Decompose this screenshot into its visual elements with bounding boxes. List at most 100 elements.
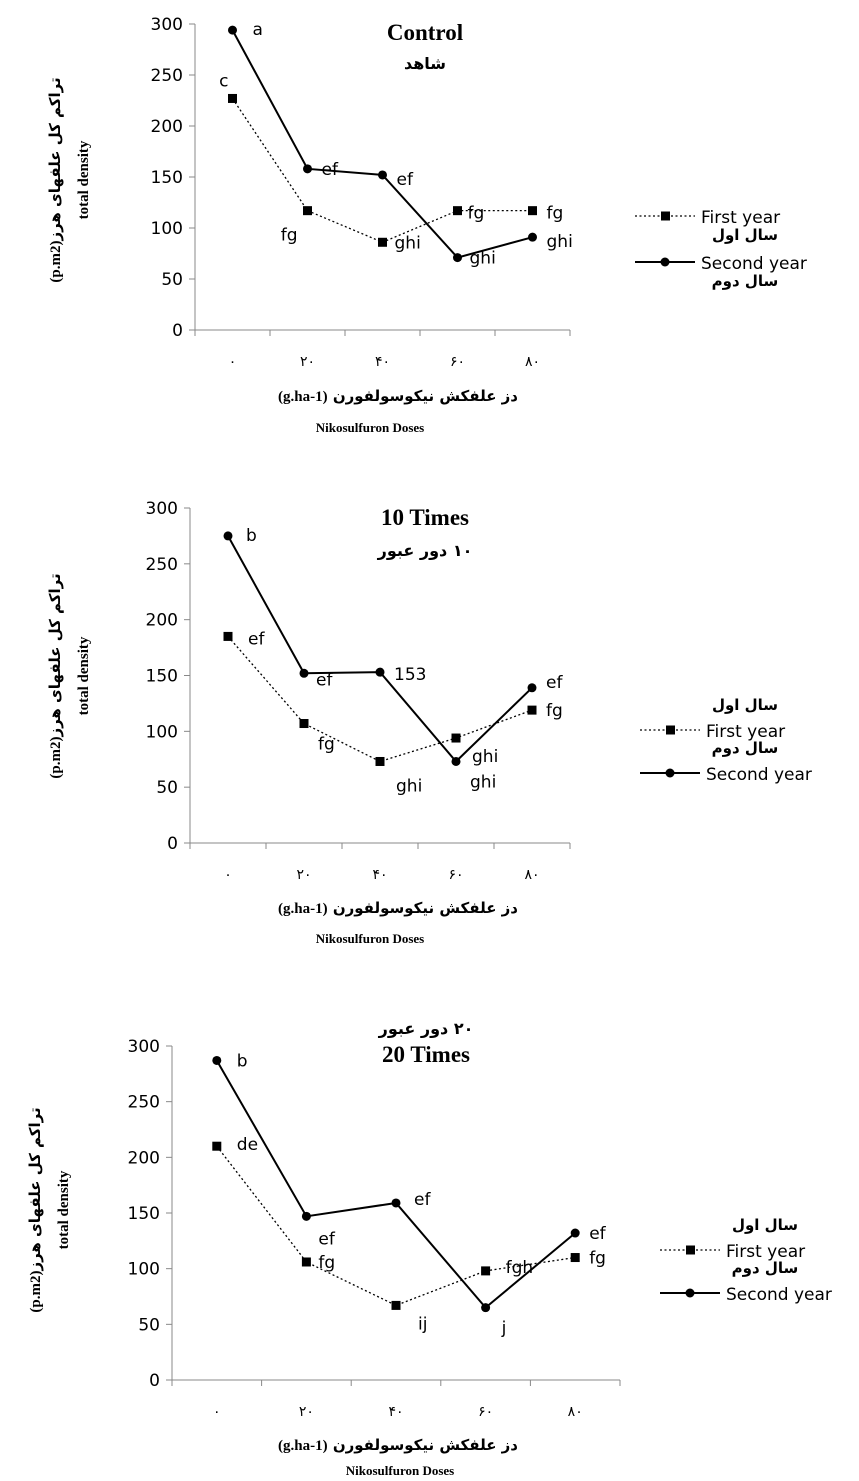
legend-marker-second-year bbox=[685, 1288, 695, 1298]
data-label: ef bbox=[318, 1229, 335, 1249]
data-point-first-year bbox=[223, 631, 233, 641]
x-axis-label: (g.ha-1) دز علفکش نیکوسولفورن bbox=[278, 899, 518, 917]
data-point-second-year bbox=[301, 1211, 311, 1221]
data-point-second-year bbox=[570, 1228, 580, 1238]
y-axis-label: (p.m2)تراکم کل علفهای هرز bbox=[46, 573, 64, 778]
data-point-second-year bbox=[303, 164, 312, 174]
y-axis-label: (p.m2)تراکم کل علفهای هرز bbox=[46, 77, 64, 282]
data-point-second-year bbox=[378, 170, 387, 180]
data-point-first-year bbox=[299, 719, 309, 729]
x-tick-label: ۴۰ bbox=[388, 1404, 403, 1420]
x-axis-label-en: Nikosulfuron Doses bbox=[316, 420, 424, 435]
series-line-first-year bbox=[231, 98, 533, 243]
data-label: ij bbox=[418, 1314, 427, 1334]
y-tick-label: 300 bbox=[151, 15, 183, 35]
x-tick-label: ۶۰ bbox=[450, 354, 465, 370]
data-label: b bbox=[246, 526, 257, 546]
series-line-first-year bbox=[216, 1145, 576, 1307]
y-tick-label: 50 bbox=[138, 1315, 160, 1335]
y-axis-label-fa: تراکم کل علفهای هرز bbox=[26, 1107, 44, 1271]
y-tick-label: 100 bbox=[151, 219, 183, 239]
data-label: ef bbox=[248, 629, 265, 649]
data-point-second-year bbox=[391, 1198, 401, 1208]
data-point-first-year bbox=[303, 206, 312, 216]
y-tick-label: 150 bbox=[146, 667, 178, 687]
data-label: c bbox=[219, 71, 228, 91]
y-tick-label: 0 bbox=[172, 321, 183, 341]
x-tick-label: ۶۰ bbox=[478, 1404, 493, 1420]
data-point-second-year bbox=[228, 25, 237, 35]
y-tick-label: 50 bbox=[156, 778, 178, 798]
y-axis-label-fa: تراکم کل علفهای هرز bbox=[46, 77, 64, 241]
chart-title: 10 Times bbox=[381, 505, 469, 530]
data-point-second-year bbox=[453, 253, 462, 263]
legend-marker-second-year bbox=[660, 257, 670, 267]
y-tick-label: 300 bbox=[128, 1037, 160, 1057]
legend-label-second-year-fa: سال دوم bbox=[712, 739, 779, 757]
data-label: ef bbox=[589, 1224, 606, 1244]
legend: First year سال اول Second year سال دوم bbox=[640, 696, 812, 785]
legend-label-second-year: Second year bbox=[726, 1285, 832, 1305]
data-label: ef bbox=[397, 170, 414, 190]
x-axis-label: (g.ha-1) دز علفکش نیکوسولفورن bbox=[278, 1436, 518, 1454]
x-axis-unit: (g.ha-1) bbox=[278, 901, 328, 917]
data-label: j bbox=[501, 1319, 507, 1339]
data-point-second-year bbox=[527, 683, 537, 693]
x-tick-label: ۴۰ bbox=[372, 867, 387, 883]
x-tick-label: ۲۰ bbox=[296, 867, 311, 883]
chart-panel-1: Control شاهد 0 50 100 150 200 250 300 ۰ ۲۰ ۴۰ ۶۰ ۸۰ (p… bbox=[46, 15, 807, 435]
y-axis-label-en: total density bbox=[56, 1170, 72, 1249]
data-point-first-year bbox=[301, 1257, 311, 1267]
x-axis-label: (g.ha-1) دز علفکش نیکوسولفورن bbox=[278, 387, 518, 405]
data-label: ef bbox=[546, 673, 563, 693]
y-tick-label: 300 bbox=[146, 499, 178, 519]
legend-marker-first-year bbox=[666, 725, 675, 735]
data-point-first-year bbox=[375, 756, 385, 766]
y-tick-label: 100 bbox=[146, 722, 178, 742]
y-axis-unit: (p.m2) bbox=[48, 737, 64, 779]
legend-marker-first-year bbox=[686, 1245, 695, 1255]
legend-marker-first-year bbox=[661, 211, 670, 221]
x-tick-label: ۰ bbox=[229, 354, 237, 370]
y-axis-label: (p.m2)تراکم کل علفهای هرز bbox=[26, 1107, 44, 1312]
data-label: fg bbox=[546, 701, 563, 721]
data-label: 153 bbox=[394, 665, 426, 685]
x-tick-label: ۰ bbox=[224, 867, 232, 883]
data-label: fg bbox=[318, 1253, 335, 1273]
chart-subtitle: ۱۰ دور عبور bbox=[377, 541, 473, 560]
data-point-first-year bbox=[527, 705, 537, 715]
x-tick-label: ۸۰ bbox=[524, 867, 539, 883]
x-tick-label: ۲۰ bbox=[300, 354, 315, 370]
data-label: ghi bbox=[395, 233, 421, 253]
series-line-first-year bbox=[227, 635, 533, 763]
data-label: ghi bbox=[470, 772, 496, 792]
data-point-first-year bbox=[391, 1300, 401, 1310]
chart-title: Control bbox=[387, 20, 463, 45]
x-axis-unit: (g.ha-1) bbox=[278, 389, 328, 405]
data-point-second-year bbox=[212, 1055, 222, 1065]
y-tick-label: 200 bbox=[128, 1148, 160, 1168]
data-point-second-year bbox=[223, 531, 233, 541]
x-tick-label: ۶۰ bbox=[448, 867, 463, 883]
chart-panel-3: 20 Times ۲۰ دور عبور 0 50 100 150 200 250 300 ۰ ۲۰… bbox=[26, 1019, 832, 1478]
legend-label-first-year: First year bbox=[726, 1242, 805, 1262]
data-label: ef bbox=[316, 670, 333, 690]
data-label: fg bbox=[547, 204, 564, 224]
legend-label-second-year-fa: سال دوم bbox=[732, 1259, 799, 1277]
data-point-first-year bbox=[451, 733, 461, 743]
legend-marker-second-year bbox=[665, 768, 675, 778]
data-point-second-year bbox=[299, 668, 309, 678]
x-axis-label-fa: دز علفکش نیکوسولفورن bbox=[328, 1436, 519, 1454]
y-tick-label: 50 bbox=[161, 270, 183, 290]
y-tick-label: 250 bbox=[151, 66, 183, 86]
data-label: fg bbox=[589, 1249, 606, 1269]
chart-title: 20 Times bbox=[382, 1042, 470, 1067]
y-tick-label: 200 bbox=[151, 117, 183, 137]
y-tick-label: 250 bbox=[146, 555, 178, 575]
data-point-second-year bbox=[481, 1303, 491, 1313]
data-point-second-year bbox=[375, 667, 385, 677]
data-label: fg bbox=[318, 735, 335, 755]
data-label: a bbox=[253, 20, 263, 40]
data-label: ghi bbox=[470, 249, 496, 269]
x-axis-label-en: Nikosulfuron Doses bbox=[346, 1463, 454, 1478]
